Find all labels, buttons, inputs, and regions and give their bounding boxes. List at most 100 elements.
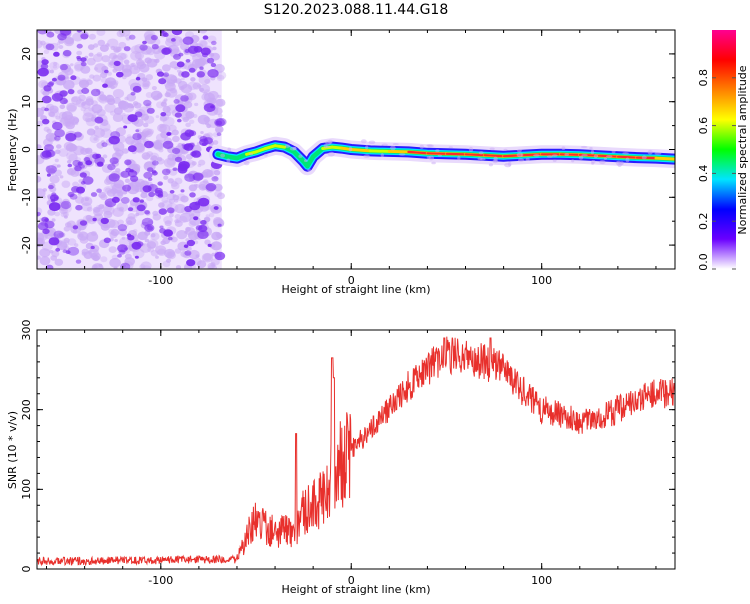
noise-speckle <box>86 57 96 66</box>
noise-speckle <box>176 69 181 73</box>
noise-speckle <box>196 260 207 269</box>
noise-blob <box>37 67 49 77</box>
noise-blob <box>178 52 184 57</box>
noise-blob <box>185 59 191 63</box>
noise-speckle <box>78 94 86 102</box>
noise-speckle <box>150 233 156 238</box>
noise-blob <box>108 173 120 182</box>
noise-speckle <box>217 113 223 118</box>
ridge-speckle <box>426 155 431 159</box>
noise-speckle <box>107 38 119 48</box>
noise-blob <box>45 264 54 269</box>
noise-speckle <box>63 141 74 151</box>
noise-blob <box>142 185 152 193</box>
noise-speckle <box>174 203 186 214</box>
ridge-speckle <box>323 144 328 149</box>
noise-blob <box>156 71 165 77</box>
noise-speckle <box>130 105 135 109</box>
noise-blob <box>50 198 56 203</box>
spectrogram-xtick-label: 0 <box>348 274 355 287</box>
noise-speckle <box>134 178 145 188</box>
ridge-speckle <box>516 152 524 158</box>
noise-speckle <box>49 69 54 74</box>
noise-speckle <box>80 106 87 112</box>
noise-speckle <box>140 113 149 121</box>
noise-speckle <box>97 109 106 117</box>
noise-speckle <box>161 197 169 204</box>
snr-ytick-label: 300 <box>20 320 33 341</box>
noise-speckle <box>197 114 210 125</box>
noise-speckle <box>66 151 78 161</box>
noise-speckle <box>49 105 59 114</box>
ridge-speckle <box>289 146 297 151</box>
noise-blob <box>194 201 201 206</box>
noise-speckle <box>152 210 159 216</box>
noise-blob <box>181 71 190 78</box>
noise-speckle <box>157 248 167 256</box>
noise-speckle <box>217 94 222 98</box>
noise-blob <box>159 225 164 229</box>
ridge-speckle <box>243 160 250 166</box>
noise-speckle <box>49 175 60 184</box>
noise-blob <box>129 169 134 173</box>
noise-speckle <box>166 30 174 34</box>
noise-speckle <box>166 157 176 166</box>
noise-speckle <box>98 204 105 210</box>
noise-blob <box>184 250 192 256</box>
noise-blob <box>53 51 60 57</box>
noise-speckle <box>183 101 193 109</box>
noise-speckle <box>180 84 193 94</box>
noise-blob <box>177 118 182 123</box>
noise-speckle <box>141 128 153 138</box>
spectrogram-ytick-label: -10 <box>20 188 33 206</box>
noise-blob <box>200 47 211 56</box>
noise-blob <box>48 184 54 190</box>
noise-speckle <box>125 34 132 40</box>
noise-blob <box>189 192 196 198</box>
noise-blob <box>75 204 83 211</box>
noise-blob <box>173 99 180 104</box>
noise-speckle <box>126 220 133 225</box>
noise-blob <box>193 216 199 221</box>
noise-speckle <box>64 215 68 219</box>
noise-speckle <box>125 136 136 145</box>
noise-blob <box>117 254 122 258</box>
noise-blob <box>127 207 134 212</box>
noise-speckle <box>144 57 152 64</box>
ridge-speckle <box>381 143 388 146</box>
noise-blob <box>162 32 169 37</box>
figure-title: S120.2023.088.11.44.G18 <box>264 2 449 18</box>
ridge-speckle <box>325 140 332 145</box>
noise-speckle <box>135 188 140 192</box>
noise-speckle <box>158 202 165 208</box>
noise-speckle <box>37 144 42 150</box>
noise-blob <box>77 30 82 33</box>
noise-blob <box>44 107 49 112</box>
noise-speckle <box>48 111 55 117</box>
ridge-peak <box>464 153 486 157</box>
noise-speckle <box>42 188 47 192</box>
ridge-peak <box>407 150 429 155</box>
noise-speckle <box>104 103 116 113</box>
colorbar-label: Normalized spectral amplitude <box>736 65 749 234</box>
noise-speckle <box>121 236 126 240</box>
noise-blob <box>103 237 111 244</box>
noise-blob <box>161 168 171 176</box>
ridge-speckle <box>552 154 558 157</box>
noise-blob <box>184 173 196 182</box>
snr-xtick-label: -100 <box>148 574 173 587</box>
noise-speckle <box>139 243 152 253</box>
noise-speckle <box>77 231 89 241</box>
colorbar-tick-label: 0.4 <box>697 165 710 183</box>
ridge-speckle <box>398 153 406 156</box>
noise-speckle <box>63 115 75 124</box>
noise-speckle <box>49 250 54 254</box>
noise-speckle <box>188 184 198 192</box>
noise-speckle <box>135 145 145 154</box>
noise-speckle <box>162 237 171 245</box>
noise-speckle <box>89 74 95 79</box>
noise-speckle <box>66 159 72 164</box>
noise-speckle <box>106 189 116 197</box>
noise-speckle <box>84 197 90 201</box>
